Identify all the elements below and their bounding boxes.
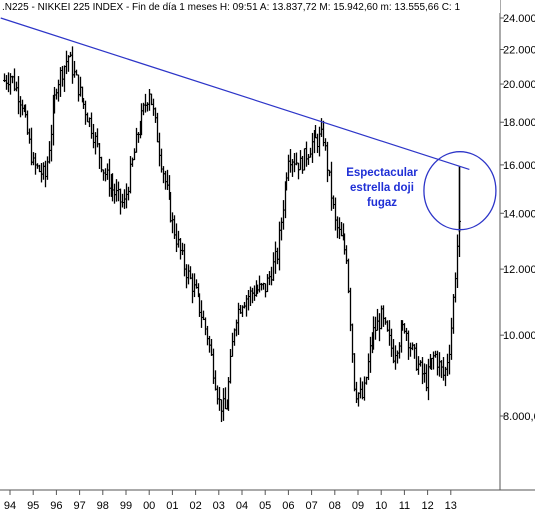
- y-tick-label: 22.000: [503, 45, 535, 57]
- x-tick-label: 00: [143, 500, 155, 512]
- highlight-circle: [423, 151, 497, 231]
- x-tick-label: 03: [213, 500, 225, 512]
- annotation-text: fugaz: [367, 197, 397, 209]
- x-tick-label: 10: [375, 500, 387, 512]
- x-tick-label: 12: [421, 500, 433, 512]
- x-tick-label: 02: [189, 500, 201, 512]
- y-tick-label: 14.000: [503, 208, 535, 220]
- y-tick-label: 18.000: [503, 117, 535, 129]
- y-tick-label: 20.000: [503, 79, 535, 91]
- x-tick-label: 07: [305, 500, 317, 512]
- x-tick-label: 09: [352, 500, 364, 512]
- y-tick-label: 16.000: [503, 160, 535, 172]
- y-axis: 8.000,0 10.000 12.000 14.000 16.000 18.000 20.…: [500, 13, 535, 423]
- chart-header: .N225 - NIKKEI 225 INDEX - Fin de día 1 …: [2, 2, 460, 13]
- y-tick-label: 12.000: [503, 264, 535, 276]
- x-tick-label: 95: [27, 500, 39, 512]
- x-tick-label: 98: [97, 500, 109, 512]
- annotation-text: estrella doji: [350, 182, 414, 194]
- x-tick-label: 04: [236, 500, 248, 512]
- y-tick-label: 8.000,0: [503, 411, 535, 423]
- x-tick-label: 01: [166, 500, 178, 512]
- x-tick-label: 94: [4, 500, 16, 512]
- x-tick-label: 05: [259, 500, 271, 512]
- x-axis: 94 95 96 97 98 99 00 01 02 03 04 05 06 07 08 09 10 11 12 13: [4, 490, 457, 512]
- resistance-trendline: [0, 17, 470, 171]
- header-bg: [0, 0, 500, 13]
- y-tick-label: 10.000: [503, 330, 535, 342]
- x-tick-label: 97: [73, 500, 85, 512]
- annotation-text: Espectacular: [346, 167, 418, 179]
- y-tick-label: 24.000: [503, 13, 535, 25]
- x-tick-label: 96: [50, 500, 62, 512]
- plot-frame: [0, 0, 535, 491]
- x-tick-label: 11: [399, 500, 410, 512]
- x-tick-label: 13: [445, 500, 457, 512]
- price-bars: [3, 46, 461, 423]
- x-tick-label: 06: [282, 500, 294, 512]
- x-tick-label: 99: [120, 500, 132, 512]
- annotations: Espectacular estrella doji fugaz: [0, 17, 497, 231]
- x-tick-label: 08: [329, 500, 341, 512]
